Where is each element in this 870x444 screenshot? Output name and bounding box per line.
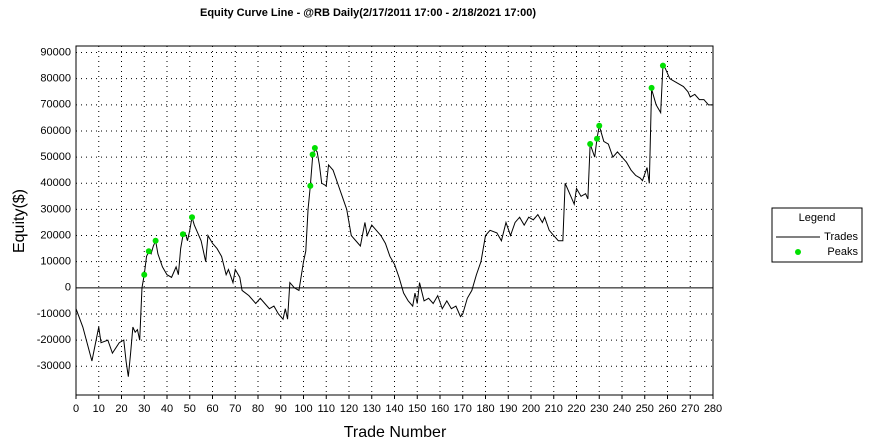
x-tick-label: 90 (275, 403, 287, 415)
x-tick-label: 270 (681, 403, 699, 415)
x-tick-label: 210 (545, 403, 563, 415)
x-tick-label: 260 (658, 403, 676, 415)
y-tick-label: -20000 (37, 334, 71, 346)
x-tick-label: 70 (229, 403, 241, 415)
y-tick-label: 60000 (40, 125, 71, 137)
peak-point (587, 141, 594, 148)
plot-area (75, 45, 714, 396)
equity-line (75, 64, 713, 377)
x-tick-label: 60 (206, 403, 218, 415)
x-tick-label: 150 (408, 403, 426, 415)
x-tick-label: 40 (161, 403, 173, 415)
peak-point (145, 248, 152, 255)
y-tick-label: 40000 (40, 177, 71, 189)
peak-point (141, 271, 148, 278)
x-tick-label: 120 (340, 403, 358, 415)
y-tick-label: 10000 (40, 256, 71, 268)
x-tick-label: 30 (138, 403, 150, 415)
legend-box (771, 207, 863, 263)
peak-point (593, 135, 600, 142)
x-tick-label: 100 (294, 403, 312, 415)
y-tick-label: 70000 (40, 99, 71, 111)
y-axis-label: Equity($) (11, 189, 28, 253)
x-tick-label: 170 (454, 403, 472, 415)
chart-title: Equity Curve Line - @RB Daily(2/17/2011 … (200, 7, 536, 19)
peak-point (179, 231, 186, 238)
y-tick-label: 90000 (40, 46, 71, 58)
x-tick-label: 130 (363, 403, 381, 415)
y-tick-label: -30000 (37, 360, 71, 372)
legend-swatch (795, 249, 801, 255)
x-tick-label: 80 (252, 403, 264, 415)
x-tick-label: 140 (385, 403, 403, 415)
x-tick-label: 180 (476, 403, 494, 415)
y-tick-label: 80000 (40, 73, 71, 85)
y-tick-label: 30000 (40, 203, 71, 215)
peak-point (152, 237, 159, 244)
peak-point (189, 214, 196, 221)
peak-point (596, 122, 603, 129)
peak-point (307, 182, 314, 189)
x-axis-label: Trade Number (344, 424, 447, 441)
x-tick-label: 20 (115, 403, 127, 415)
legend-label: Trades (824, 231, 858, 243)
peak-point (659, 62, 666, 69)
y-tick-label: 20000 (40, 229, 71, 241)
peak-point (309, 151, 316, 158)
legend-title: Legend (799, 212, 836, 224)
x-tick-label: 160 (431, 403, 449, 415)
x-tick-label: 50 (184, 403, 196, 415)
x-tick-label: 200 (522, 403, 540, 415)
y-tick-label: 50000 (40, 151, 71, 163)
y-tick-label: 0 (65, 282, 71, 294)
x-tick-label: 220 (567, 403, 585, 415)
x-tick-label: 280 (704, 403, 722, 415)
x-tick-label: 110 (317, 403, 335, 415)
y-tick-label: -10000 (37, 308, 71, 320)
peak-point (311, 144, 318, 151)
x-tick-label: 240 (613, 403, 631, 415)
legend-label: Peaks (827, 246, 858, 258)
x-tick-label: 190 (499, 403, 517, 415)
x-tick-label: 0 (73, 403, 79, 415)
peak-point (648, 84, 655, 91)
x-tick-label: 230 (590, 403, 608, 415)
x-tick-label: 250 (636, 403, 654, 415)
x-tick-label: 10 (93, 403, 105, 415)
